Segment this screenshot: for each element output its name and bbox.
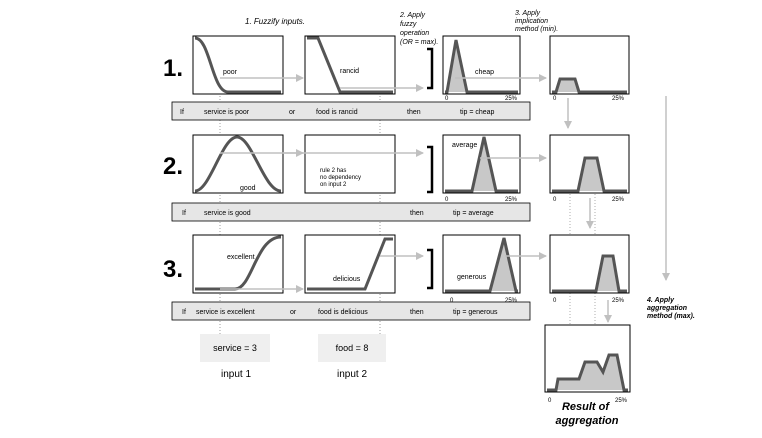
rule3-food-clause: food is delicious <box>318 309 368 316</box>
step2-label: 2. Apply fuzzy operation (OR = max). <box>399 12 438 46</box>
rule3-input2-box <box>304 234 396 294</box>
generous-mf-curve <box>445 237 518 293</box>
rule2-or-bracket <box>427 145 434 194</box>
rule2-input2-box <box>304 134 396 194</box>
good-mf-label: good <box>240 185 256 192</box>
rule1-tip: tip = cheap <box>460 109 495 116</box>
rule1-number: 1. <box>163 55 183 82</box>
rule3-axis-min: 0 <box>450 298 454 304</box>
rancid-mf-curve <box>307 36 393 94</box>
result-caption: Result of aggregation <box>556 401 619 427</box>
rule1-service-clause: service is poor <box>204 109 250 116</box>
average-mf-curve <box>445 136 518 193</box>
input1-value: service = 3 <box>213 343 257 353</box>
rule1-implied-axis-min: 0 <box>553 96 557 102</box>
input1-group: service = 3 input 1 <box>200 334 270 380</box>
average-mf-label: average <box>452 142 477 149</box>
rule3-row: excellent delicious generous 0 25% 0 25%… <box>171 234 630 321</box>
poor-mf-label: poor <box>223 69 238 76</box>
rule2-tip: tip = average <box>453 210 494 217</box>
generous-mf-label: generous <box>457 274 487 281</box>
aggregated-output-shape <box>547 353 628 392</box>
result-axis-max: 25% <box>615 398 628 404</box>
rule3-axis-max: 25% <box>505 298 518 304</box>
rule2-implied-shape <box>552 156 627 193</box>
rule1-op: or <box>289 109 296 116</box>
rule1-input2-box <box>304 35 396 95</box>
rule3-number: 3. <box>163 256 183 283</box>
rule3-input1-box <box>192 234 284 294</box>
rule2-number: 2. <box>163 153 183 180</box>
good-mf-curve <box>194 135 282 193</box>
step4-label: 4. Apply aggregation method (max). <box>646 297 695 320</box>
result-axis-min: 0 <box>548 398 552 404</box>
rule3-text-bar <box>171 301 531 321</box>
rule2-axis-max: 25% <box>505 197 518 203</box>
rule2-text-bar <box>171 202 531 222</box>
rule1-implied-shape <box>552 77 627 94</box>
rule3-implied-axis-max: 25% <box>612 298 625 304</box>
step1-label: 1. Fuzzify inputs. <box>245 17 305 26</box>
input2-group: food = 8 input 2 <box>318 334 386 380</box>
input2-value: food = 8 <box>336 343 369 353</box>
rule2-implied-axis-min: 0 <box>553 197 557 203</box>
rule3-implied-shape <box>552 254 627 293</box>
rule1-axis-max: 25% <box>505 96 518 102</box>
rule3-service-clause: service is excellent <box>196 309 255 316</box>
rule1-implied-axis-max: 25% <box>612 96 625 102</box>
rule3-op: or <box>290 309 297 316</box>
input1-label: input 1 <box>221 369 251 380</box>
rule3-if: If <box>182 309 186 316</box>
rule2-if: If <box>182 210 186 217</box>
step3-label: 3. Apply implication method (min). <box>515 10 558 33</box>
cheap-mf-label: cheap <box>475 69 494 76</box>
excellent-mf-label: excellent <box>227 254 255 261</box>
rule2-then: then <box>410 210 424 217</box>
poor-mf-curve <box>194 36 281 94</box>
rule3-or-bracket <box>427 248 434 290</box>
rule2-row: good rule 2 has no dependency on input 2… <box>171 134 630 222</box>
rule1-text-bar <box>171 101 531 121</box>
rule1-then: then <box>407 109 421 116</box>
rule1-axis-min: 0 <box>445 96 449 102</box>
rule3-implied-axis-min: 0 <box>553 298 557 304</box>
input2-label: input 2 <box>337 369 367 380</box>
rule2-service-clause: service is good <box>204 210 251 217</box>
input2-value-box <box>318 334 386 362</box>
aggregation-result: 0 25% Result of aggregation <box>544 324 631 427</box>
rule1-row: poor rancid cheap 0 25% 0 25% If service… <box>171 35 630 121</box>
input1-value-box <box>200 334 270 362</box>
rule2-axis-min: 0 <box>445 197 449 203</box>
rule1-if: If <box>180 109 184 116</box>
delicious-mf-label: delicious <box>333 276 361 283</box>
rule1-food-clause: food is rancid <box>316 109 358 116</box>
rule1-or-bracket <box>427 47 434 90</box>
rule3-then: then <box>410 309 424 316</box>
cheap-mf-curve <box>445 39 518 94</box>
rule2-implied-axis-max: 25% <box>612 197 625 203</box>
delicious-mf-curve <box>307 237 393 291</box>
rule3-tip: tip = generous <box>453 309 498 316</box>
rancid-mf-label: rancid <box>340 68 359 75</box>
rule2-no-dependency-note: rule 2 has no dependency on input 2 <box>320 168 363 188</box>
rule1-input1-box <box>192 35 284 95</box>
